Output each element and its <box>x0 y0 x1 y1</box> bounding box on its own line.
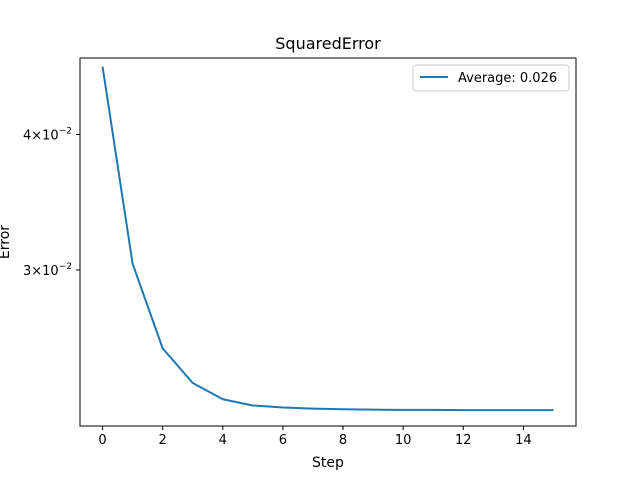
legend: Average: 0.026 <box>412 64 570 92</box>
x-tick-label: 4 <box>219 433 227 448</box>
x-tick-label: 0 <box>98 433 106 448</box>
chart-title: SquaredError <box>275 34 381 53</box>
series-layer <box>101 66 554 412</box>
axes-background <box>80 58 576 426</box>
axes-frame <box>79 57 577 427</box>
x-tick-label: 14 <box>515 433 532 448</box>
x-tick-label: 8 <box>339 433 347 448</box>
y-axis-label: Error <box>0 225 13 259</box>
x-axis-label: Step <box>312 455 344 471</box>
legend-entry-label: Average: 0.026 <box>458 71 557 86</box>
x-tick-label: 12 <box>455 433 472 448</box>
x-tick-label: 6 <box>279 433 287 448</box>
x-tick-label: 10 <box>395 433 412 448</box>
y-tick-label: 3×10−2 <box>23 262 72 279</box>
ticks: 0 2 4 6 8 10 12 14 3×10−2 4×10−2 <box>23 126 532 448</box>
y-tick-label: 4×10−2 <box>23 126 72 143</box>
x-tick-label: 2 <box>159 433 167 448</box>
series-line <box>101 66 554 412</box>
plot-area <box>80 58 576 426</box>
legend-box <box>412 64 570 92</box>
